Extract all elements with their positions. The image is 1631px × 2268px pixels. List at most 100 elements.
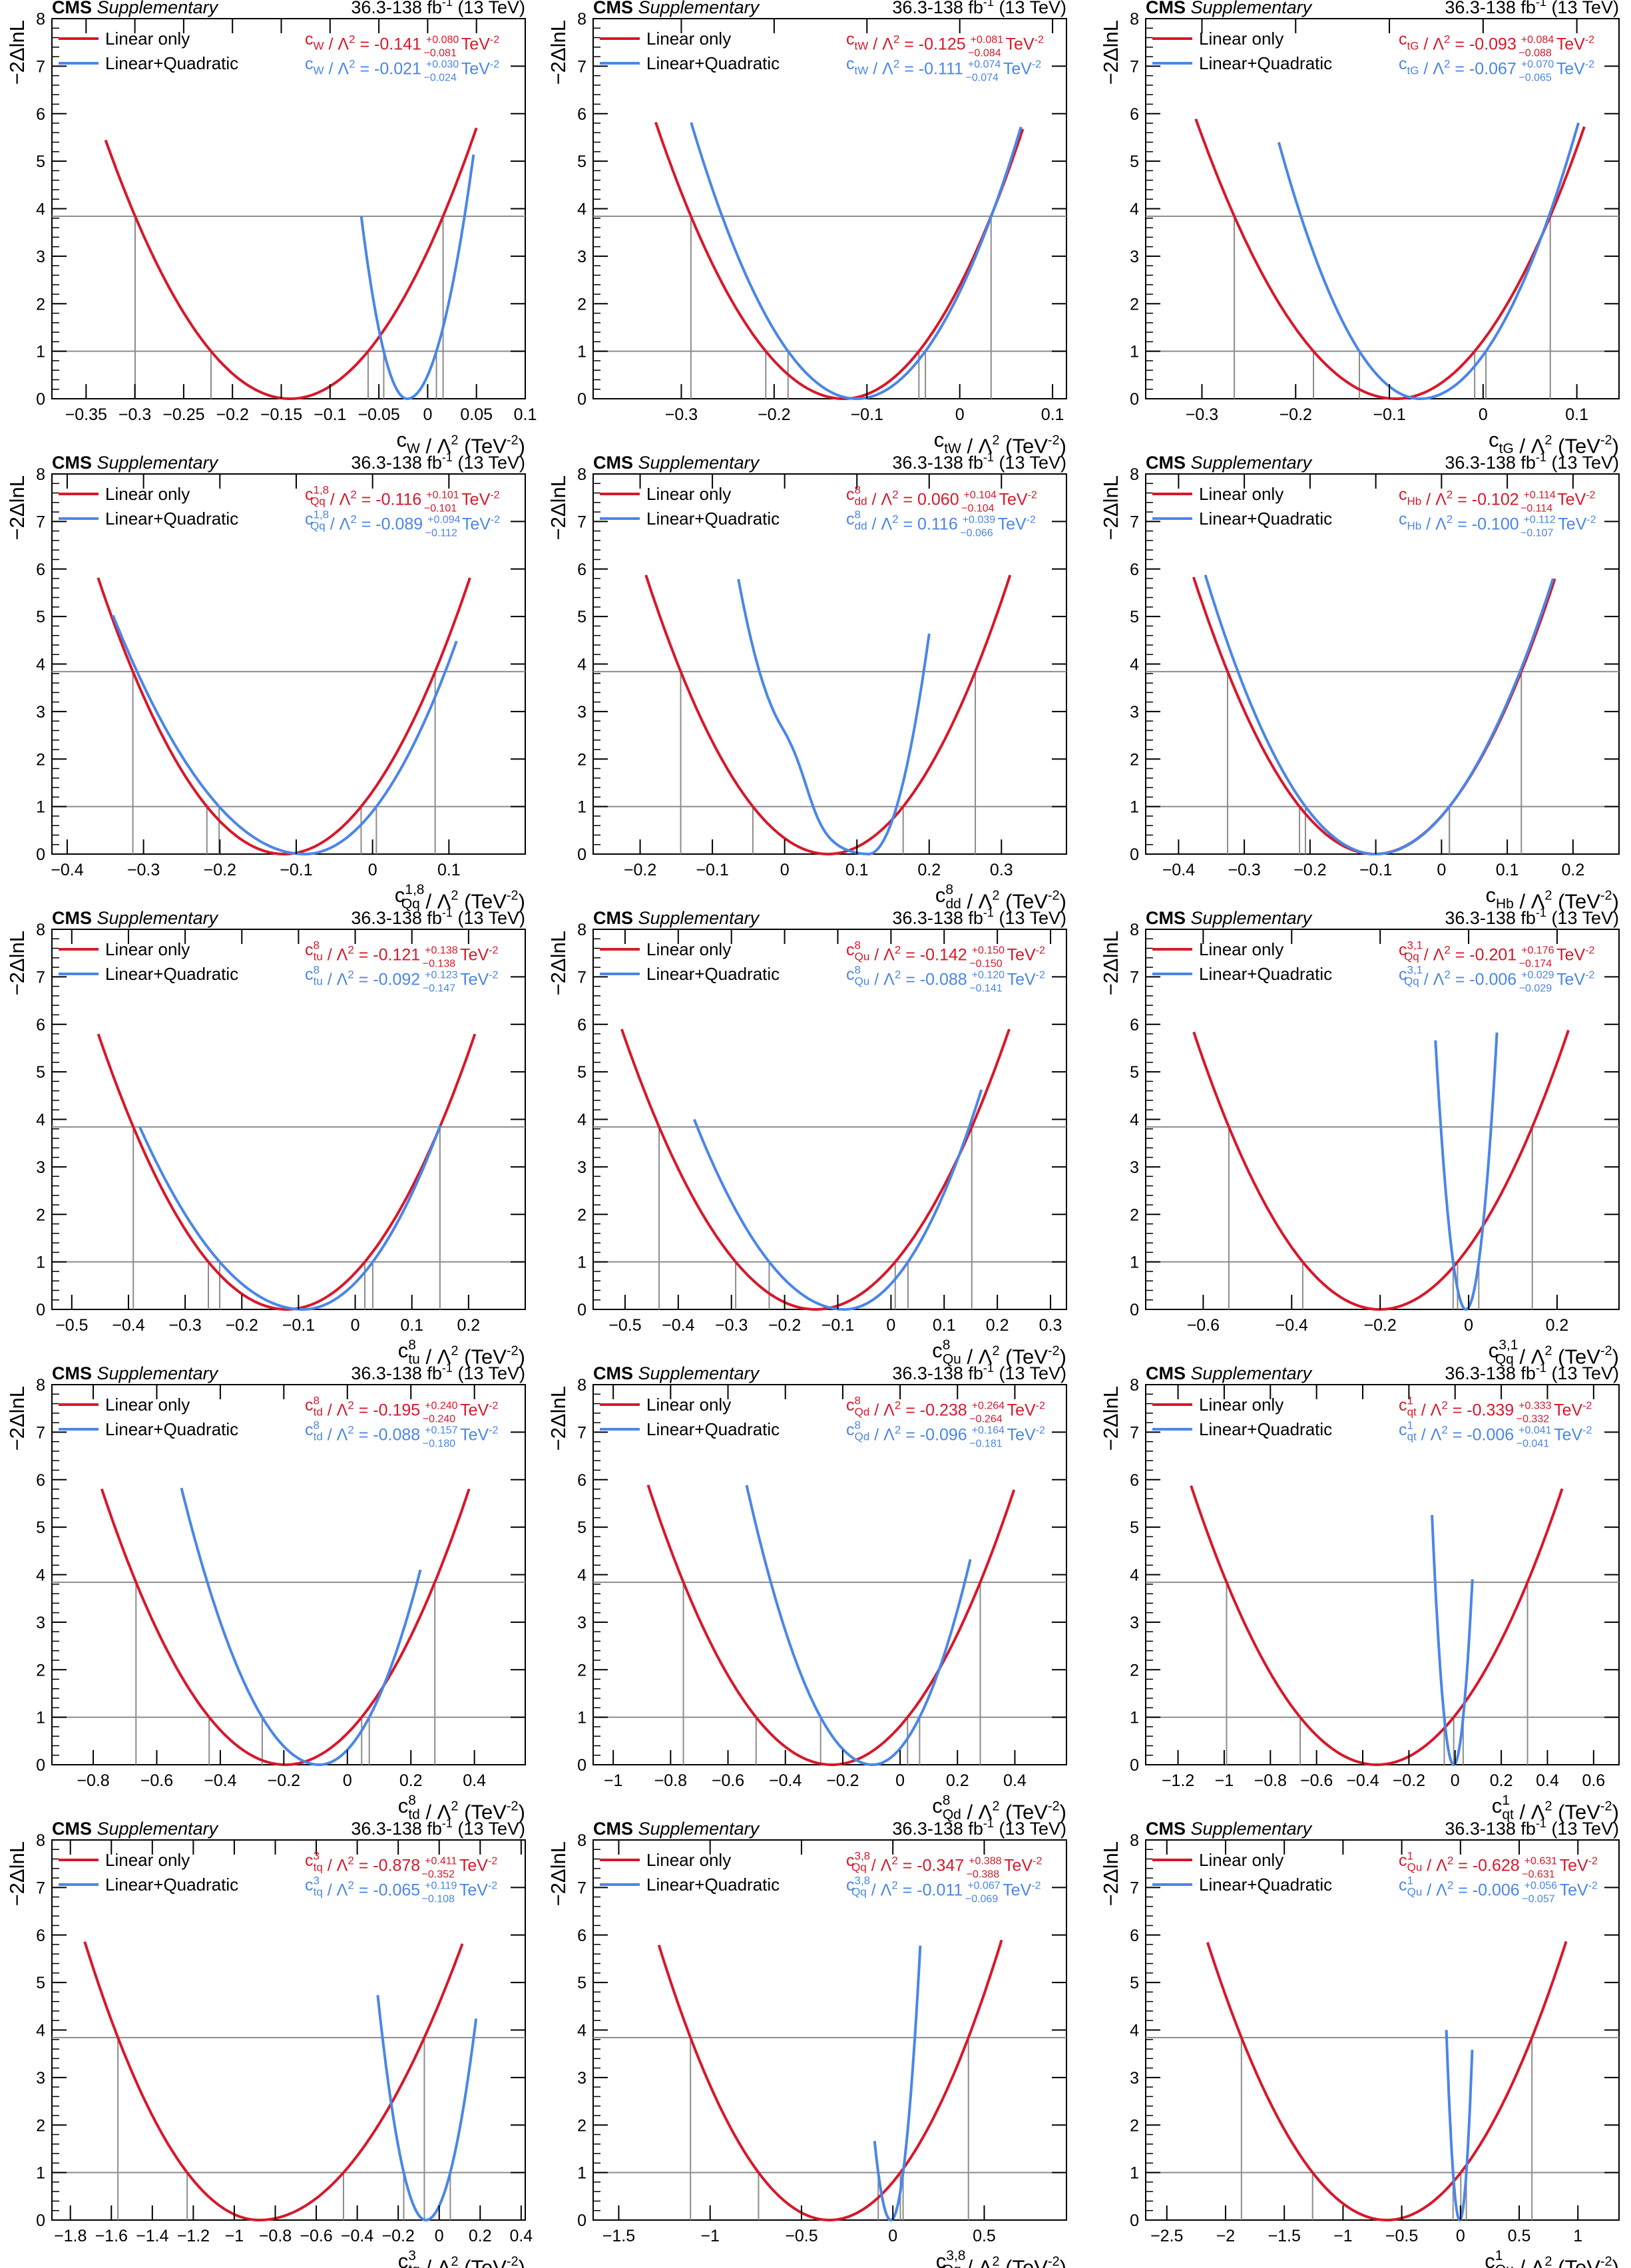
- quadratic-fit-unit: TeV: [455, 1426, 489, 1445]
- x-title-lambda-exp: 2: [992, 2254, 999, 2268]
- quadratic-fit-result: c1 Qu / Λ2 = -0.006 +0.056 −0.057 TeV-2: [1399, 1875, 1598, 1905]
- x-axis-title: c8 dd / Λ2 (TeV-2): [935, 882, 1066, 913]
- y-tick-label: 8: [36, 10, 45, 29]
- supplementary-label: Supplementary: [633, 453, 760, 473]
- linear-fit-center: = -0.102: [1453, 491, 1523, 509]
- y-tick-label: 0: [36, 1301, 45, 1319]
- energy-label: (13 TeV): [453, 0, 525, 17]
- x-tick-label: −1.5: [1268, 2227, 1301, 2245]
- x-tick-label: −0.4: [1346, 1771, 1379, 1790]
- quadratic-fit-result: cHb / Λ2 = -0.100 +0.112 −0.107 TeV-2: [1399, 510, 1596, 539]
- linear-fit-unit: TeV: [455, 1401, 489, 1420]
- x-tick-label: −0.8: [654, 1771, 687, 1790]
- cms-label: CMS Supplementary: [593, 1363, 760, 1383]
- quadratic-fit-lambda: / Λ: [324, 60, 350, 79]
- linear-fit-coef-sup: 3: [314, 1850, 320, 1863]
- linear-fit-coef-base: c: [1399, 1396, 1407, 1415]
- quadratic-fit-lambda-exp: 2: [348, 969, 353, 981]
- supplementary-label: Supplementary: [633, 1363, 760, 1383]
- lumi-value: 36.3-138 fb: [892, 0, 983, 17]
- quadratic-fit-lambda-exp: 2: [1444, 969, 1450, 981]
- linear-fit-coef-base: c: [1399, 30, 1407, 49]
- y-tick-label: 5: [1130, 1518, 1139, 1537]
- lumi-exp: -1: [983, 451, 994, 464]
- quadratic-fit-up: +0.119: [425, 1881, 457, 1892]
- linear-fit-result: cHb / Λ2 = -0.102 +0.114 −0.114 TeV-2: [1399, 485, 1596, 515]
- y-tick-label: 4: [36, 1566, 45, 1585]
- y-tick-label: 0: [1130, 1301, 1139, 1319]
- x-title-coef-sup: 1,8: [405, 882, 424, 897]
- cms-label: CMS Supplementary: [1146, 908, 1313, 928]
- x-tick-label: 0: [888, 2227, 897, 2245]
- x-title-unit-exp: -2: [1600, 1799, 1612, 1813]
- y-tick-label: 6: [36, 1471, 45, 1490]
- linear-fit-coef-sup: 1: [1407, 1395, 1413, 1407]
- x-title-coef-sup: 3,1: [1499, 1337, 1518, 1353]
- linear-fit-coef-sup: 3,1: [1407, 939, 1423, 952]
- quadratic-fit-unit: TeV: [1553, 515, 1586, 534]
- quadratic-fit-up: +0.164: [972, 1425, 1005, 1437]
- linear-fit-center: = -0.195: [354, 1401, 425, 1420]
- quadratic-curve: [1445, 2030, 1474, 2221]
- x-title-unit: (TeV: [459, 1800, 507, 1823]
- cms-label: CMS Supplementary: [1146, 453, 1313, 473]
- x-title-coef-sup: 8: [943, 1337, 951, 1353]
- linear-fit-coef-sub: Hb: [1407, 495, 1422, 508]
- y-tick-label: 6: [577, 561, 586, 579]
- y-axis-title: −2ΔlnL: [547, 1841, 570, 1906]
- y-tick-label: 7: [1130, 57, 1139, 76]
- linear-fit-coef-sub: W: [314, 40, 324, 53]
- linear-fit-lambda-exp: 2: [891, 1855, 897, 1867]
- cms-label: CMS Supplementary: [52, 1363, 219, 1383]
- linear-fit-result: ctW / Λ2 = -0.125 +0.081 −0.084 TeV-2: [846, 30, 1044, 59]
- linear-fit-unit: TeV: [999, 1857, 1033, 1875]
- y-tick-label: 4: [36, 2022, 45, 2040]
- x-title-unit: (TeV: [459, 889, 507, 913]
- x-title-unit: (TeV: [1000, 1345, 1048, 1368]
- quadratic-fit-center: = -0.006: [1448, 1426, 1518, 1445]
- x-tick-label: −0.8: [1254, 1771, 1287, 1790]
- linear-fit-up: +0.080: [426, 35, 459, 46]
- y-tick-label: 3: [1130, 1158, 1139, 1177]
- y-tick-label: 3: [1130, 1614, 1139, 1632]
- linear-curve: [1192, 1029, 1570, 1311]
- linear-fit-up: +0.104: [964, 490, 997, 501]
- quadratic-fit-lambda: / Λ: [1419, 60, 1444, 79]
- x-title-unit: (TeV: [459, 434, 507, 457]
- x-tick-label: −1: [225, 2227, 244, 2245]
- quadratic-fit-result: c8 Qu / Λ2 = -0.088 +0.120 −0.141 TeV-2: [846, 964, 1045, 995]
- x-tick-label: −0.4: [51, 861, 83, 879]
- x-title-lambda: / Λ: [1514, 2255, 1545, 2268]
- legend-quadratic-label: Linear+Quadratic: [646, 964, 780, 984]
- x-tick-label: −0.6: [300, 2227, 332, 2245]
- x-title-unit-exp: -2: [507, 2254, 519, 2268]
- quadratic-fit-coef-base: c: [1399, 1876, 1407, 1895]
- y-tick-label: 3: [577, 1158, 586, 1177]
- x-tick-label: −0.6: [1187, 1316, 1220, 1335]
- x-title-lambda: / Λ: [961, 434, 993, 457]
- quadratic-fit-result: c8 Qd / Λ2 = -0.096 +0.164 −0.181 TeV-2: [846, 1419, 1045, 1450]
- energy-label: (13 TeV): [453, 1819, 525, 1839]
- linear-fit-lambda-exp: 2: [348, 1855, 353, 1867]
- y-tick-label: 7: [577, 1879, 586, 1897]
- x-tick-label: −0.6: [712, 1771, 744, 1790]
- legend-linear-label: Linear only: [105, 484, 190, 504]
- x-tick-label: 0.3: [990, 861, 1013, 879]
- y-tick-label: 3: [36, 1614, 45, 1632]
- legend-linear-label: Linear only: [646, 1395, 731, 1415]
- experiment-label: CMS: [52, 908, 92, 928]
- legend-quadratic-label: Linear+Quadratic: [646, 53, 780, 73]
- y-tick-label: 2: [577, 2116, 586, 2135]
- linear-fit-result: c1,8 Qq / Λ2 = -0.116 +0.101 −0.101 TeV-2: [305, 484, 500, 515]
- quadratic-fit-center: = -0.088: [354, 1426, 425, 1445]
- y-axis-title: −2ΔlnL: [5, 1841, 29, 1906]
- x-axis-title: ctG / Λ2 (TeV-2): [1489, 428, 1619, 457]
- quadratic-fit-unit: TeV: [1003, 1426, 1036, 1445]
- quadratic-curve: [690, 122, 1023, 400]
- linear-fit-down: −0.388: [967, 1869, 999, 1881]
- quadratic-fit-unit: TeV: [455, 971, 489, 989]
- y-tick-label: 4: [577, 1111, 586, 1130]
- supplementary-label: Supplementary: [92, 453, 219, 473]
- quadratic-fit-lambda-exp: 2: [1447, 513, 1453, 526]
